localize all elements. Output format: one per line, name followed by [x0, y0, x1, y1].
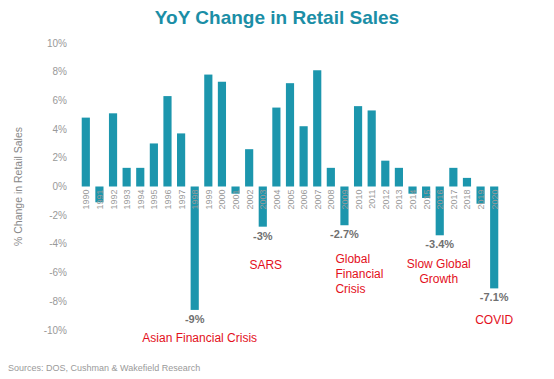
x-tick-label: 1997	[177, 190, 187, 210]
bar	[150, 143, 158, 186]
bar	[381, 161, 389, 187]
bar	[286, 83, 294, 186]
bar	[123, 168, 131, 187]
x-tick-label: 2005	[286, 190, 296, 210]
y-tick-label: -2%	[49, 210, 67, 221]
x-tick-label: 2011	[367, 190, 377, 209]
y-tick-label: -6%	[49, 267, 67, 278]
x-tick-label: 1992	[109, 190, 119, 210]
annotation: COVID	[475, 313, 513, 327]
x-tick-label: 1996	[163, 190, 173, 210]
tick-mark	[76, 215, 79, 216]
bar	[449, 168, 457, 187]
x-tick-label: 2015	[422, 190, 432, 210]
tick-mark	[76, 272, 79, 273]
x-tick-label: 2009	[340, 190, 350, 210]
y-tick-label: -4%	[49, 238, 67, 249]
annotation: SARS	[249, 258, 282, 272]
bar	[109, 113, 117, 186]
source: Sources: DOS, Cushman & Wakefield Resear…	[8, 363, 200, 373]
x-tick-label: 1994	[136, 190, 146, 210]
x-tick-label: 2013	[394, 190, 404, 210]
y-tick-label: 0%	[53, 181, 68, 192]
annotation: Growth	[419, 272, 458, 286]
bar	[163, 96, 171, 186]
y-axis-label: % Change in Retail Sales	[12, 127, 24, 246]
x-tick-label: 2004	[272, 190, 282, 210]
x-tick-label: 2017	[449, 190, 459, 210]
x-tick-label: 2008	[326, 190, 336, 210]
tick-mark	[76, 129, 79, 130]
x-tick-label: 2012	[381, 190, 391, 210]
annotation: Financial	[335, 267, 383, 281]
bar	[395, 168, 403, 187]
tick-mark	[76, 330, 79, 331]
data-label: -2.7%	[330, 228, 359, 240]
x-tick-label: 2020	[490, 190, 500, 210]
bar	[272, 108, 280, 187]
y-tick-label: 4%	[53, 124, 68, 135]
tick-mark	[76, 100, 79, 101]
x-tick-label: 2003	[258, 190, 268, 210]
x-tick-label: 1990	[81, 190, 91, 210]
data-label: -3%	[253, 230, 273, 242]
bar	[245, 149, 253, 186]
y-tick-label: -8%	[49, 296, 67, 307]
bar	[463, 178, 471, 187]
y-tick-label: 10%	[47, 38, 67, 49]
x-tick-label: 1999	[204, 190, 214, 210]
bar	[136, 168, 144, 187]
bar	[82, 118, 90, 187]
x-tick-label: 2018	[462, 190, 472, 210]
bar	[300, 126, 308, 186]
bar	[313, 70, 321, 186]
x-tick-label: 2016	[435, 190, 445, 210]
bar	[204, 75, 212, 187]
tick-mark	[76, 301, 79, 302]
y-tick-label: -10%	[44, 325, 67, 336]
bar	[368, 110, 376, 186]
x-tick-label: 2014	[408, 190, 418, 210]
tick-mark	[76, 43, 79, 44]
annotation: Slow Global	[407, 257, 471, 271]
y-tick-label: 2%	[53, 152, 68, 163]
x-tick-label: 1998	[190, 190, 200, 210]
x-tick-label: 1995	[149, 190, 159, 210]
title: YoY Change in Retail Sales	[155, 7, 399, 28]
x-tick-label: 2010	[354, 190, 364, 210]
x-tick-label: 1993	[122, 190, 132, 210]
bar	[218, 82, 226, 187]
chart: YoY Change in Retail Sales % Change in Re…	[0, 0, 554, 379]
data-label: -7.1%	[480, 291, 509, 303]
tick-mark	[76, 157, 79, 158]
tick-mark	[76, 243, 79, 244]
y-tick-label: 6%	[53, 95, 68, 106]
x-tick-label: 1991	[95, 190, 105, 210]
y-tick-label: 8%	[53, 66, 68, 77]
data-label: -3.4%	[425, 238, 454, 250]
bars	[82, 70, 499, 310]
bar	[354, 106, 362, 186]
data-label: -9%	[185, 313, 205, 325]
tick-mark	[76, 71, 79, 72]
x-tick-label: 2002	[245, 190, 255, 210]
bar	[327, 168, 335, 187]
x-tick-label: 2019	[476, 190, 486, 210]
tick-mark	[76, 186, 79, 187]
x-tick-label: 2007	[313, 190, 323, 210]
annotation: Asian Financial Crisis	[142, 331, 257, 345]
annotation: Crisis	[335, 282, 365, 296]
bar	[177, 133, 185, 186]
x-tick-label: 2000	[217, 190, 227, 210]
x-tick-label: 2001	[231, 190, 241, 210]
x-tick-label: 2006	[299, 190, 309, 210]
annotation: Global	[335, 252, 370, 266]
